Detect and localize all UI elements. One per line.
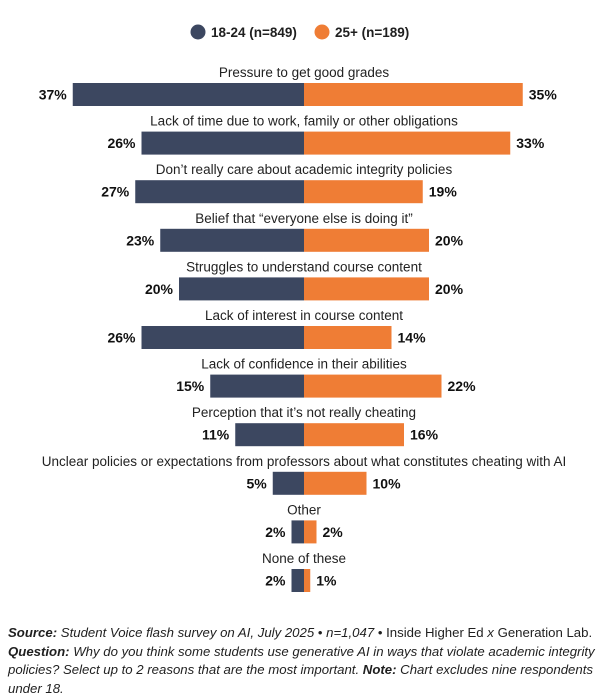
legend-swatch-18-24	[190, 24, 206, 40]
question-label: Question:	[8, 643, 70, 659]
value-label-18-24: 20%	[145, 281, 174, 297]
value-label-18-24: 5%	[247, 475, 268, 491]
collab-x: x	[483, 625, 498, 640]
bar-18-24	[72, 83, 304, 106]
bar-18-24	[160, 228, 304, 252]
category-label: Perception that it’s not really cheating	[192, 405, 416, 420]
value-label-25plus: 20%	[435, 281, 464, 297]
bar-25plus	[304, 83, 523, 106]
bar-25plus	[304, 180, 423, 204]
value-label-25plus: 14%	[398, 330, 427, 346]
value-label-25plus: 1%	[316, 573, 337, 589]
category-label: Unclear policies or expectations from pr…	[42, 454, 567, 469]
category-label: Pressure to get good grades	[219, 65, 390, 80]
bar-25plus	[304, 423, 404, 447]
category-label: None of these	[262, 551, 346, 566]
category-label: Lack of confidence in their abilities	[201, 357, 407, 372]
category-label: Don’t really care about academic integri…	[156, 162, 453, 177]
category-label: Other	[287, 502, 321, 517]
source-label: Source:	[8, 625, 58, 640]
bar-18-24	[135, 180, 304, 204]
category-label: Lack of time due to work, family or othe…	[150, 114, 458, 129]
bar-18-24	[291, 569, 304, 592]
value-label-25plus: 33%	[516, 135, 545, 151]
note-text: Chart excludes nine respondents under 18…	[8, 662, 593, 696]
value-label-18-24: 37%	[39, 87, 68, 103]
bar-25plus	[304, 277, 429, 301]
bar-18-24	[291, 520, 304, 544]
value-label-18-24: 23%	[126, 232, 155, 248]
bar-25plus	[304, 131, 511, 155]
value-label-25plus: 35%	[529, 87, 558, 103]
separator: •	[314, 625, 327, 640]
publisher-a: Inside Higher Ed	[386, 625, 484, 640]
value-label-25plus: 20%	[435, 232, 464, 248]
legend-swatch-25plus	[314, 24, 330, 40]
category-label: Lack of interest in course content	[205, 308, 403, 323]
chart-footnote: Source: Student Voice flash survey on AI…	[8, 624, 606, 698]
legend-label-25plus: 25+ (n=189)	[335, 25, 409, 40]
value-label-25plus: 16%	[410, 427, 439, 443]
bar-18-24	[272, 471, 304, 495]
bar-18-24	[141, 131, 304, 155]
value-label-25plus: 19%	[429, 184, 458, 200]
question-text: Why do you think some students use gener…	[8, 643, 595, 678]
bar-18-24	[179, 277, 304, 301]
bar-25plus	[304, 520, 317, 544]
bar-18-24	[235, 423, 304, 447]
bar-18-24	[141, 326, 304, 349]
category-label: Struggles to understand course content	[186, 259, 422, 274]
source-text: Student Voice flash survey on AI, July 2…	[60, 625, 315, 640]
value-label-18-24: 15%	[176, 378, 205, 394]
category-label: Belief that “everyone else is doing it”	[195, 211, 413, 226]
publisher-b: Generation Lab.	[497, 625, 593, 640]
sample-size: n=1,047	[326, 625, 375, 640]
value-label-25plus: 2%	[323, 524, 344, 540]
legend-label-18-24: 18-24 (n=849)	[211, 25, 297, 40]
value-label-18-24: 27%	[101, 184, 130, 200]
value-label-18-24: 11%	[202, 427, 230, 443]
value-label-18-24: 2%	[265, 524, 286, 540]
value-label-18-24: 2%	[265, 573, 286, 589]
separator: •	[374, 625, 387, 640]
value-label-25plus: 22%	[448, 378, 477, 394]
bar-25plus	[304, 569, 311, 592]
bar-25plus	[304, 374, 442, 398]
value-label-18-24: 26%	[107, 135, 136, 151]
bar-25plus	[304, 228, 429, 252]
bar-25plus	[304, 471, 367, 495]
diverging-bar-chart: 18-24 (n=849) 25+ (n=189) Pressure to get …	[39, 24, 567, 592]
bar-25plus	[304, 326, 392, 349]
value-label-18-24: 26%	[107, 330, 136, 346]
note-label: Note:	[362, 662, 397, 677]
value-label-25plus: 10%	[373, 475, 402, 491]
bar-18-24	[210, 374, 304, 398]
